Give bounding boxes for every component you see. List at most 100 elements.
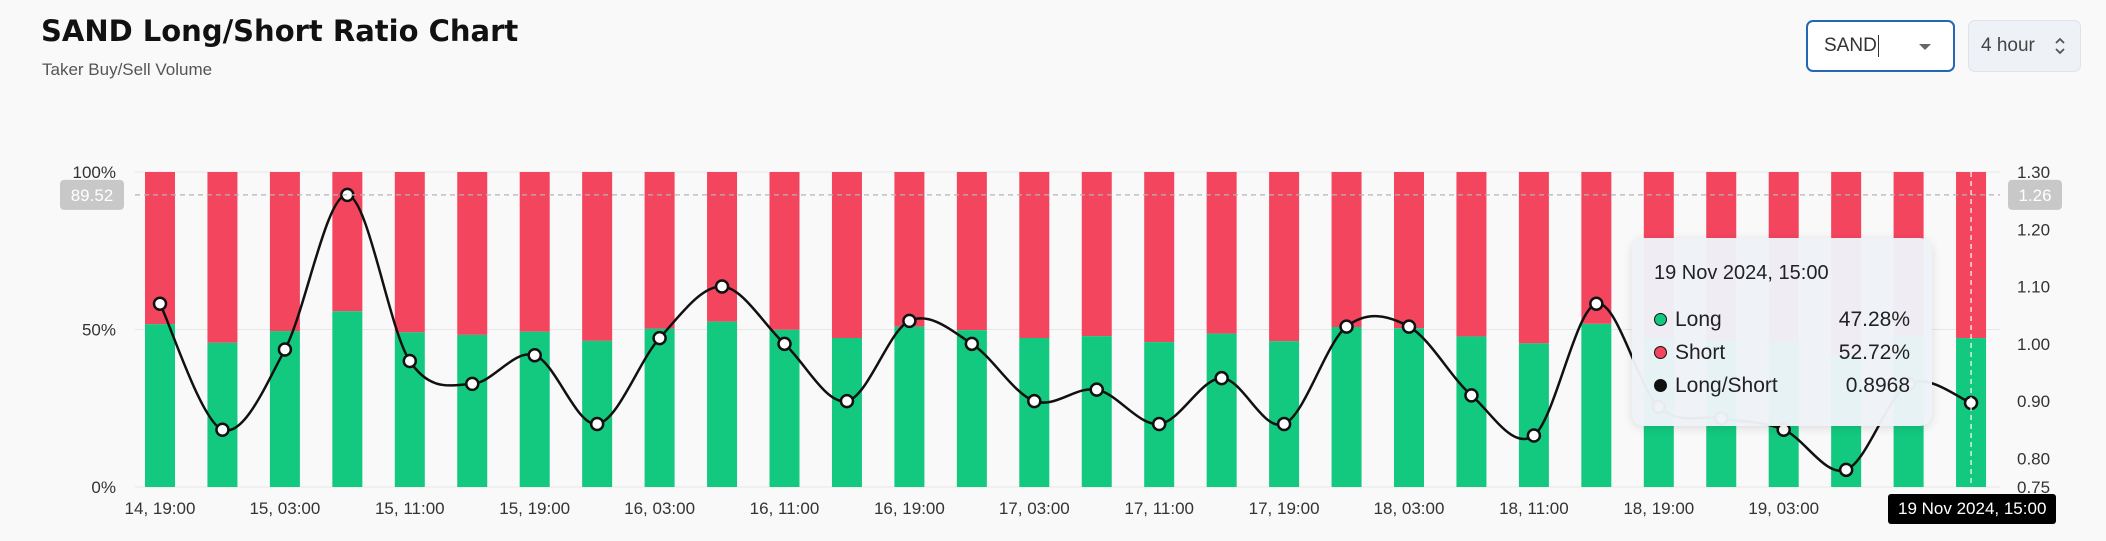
short-bar [519,172,550,332]
x-tick-label: 16, 03:00 [624,499,695,518]
long-bar [1456,336,1487,487]
interval-select[interactable]: 4 hour [1968,20,2081,72]
short-bar [769,172,800,330]
short-bar [1518,172,1549,344]
ratio-point [839,393,855,409]
short-bar [644,172,675,329]
ratio-point [1838,462,1854,478]
long-bar [831,338,862,487]
long-bar [1206,333,1237,487]
ratio-point [1276,416,1292,432]
short-bar [207,172,238,343]
short-bar [1144,172,1175,343]
tooltip-label: Long/Short [1675,373,1778,397]
x-tick-label: 18, 19:00 [1623,499,1694,518]
long-bar [1019,338,1050,487]
tooltip-value: 47.28% [1838,307,1910,331]
ratio-point [1526,428,1542,443]
ratio-point [1589,296,1604,311]
long-bar [269,331,300,487]
long-dot-icon [1654,313,1667,326]
chevron-up-down-icon [2055,37,2065,55]
x-tick-label: 15, 03:00 [249,499,320,518]
short-bar [1269,172,1300,342]
chevron-down-icon [1919,44,1931,50]
tooltip-label: Short [1675,340,1726,364]
ratio-point [1464,388,1479,403]
short-bar [707,172,738,322]
y-right-tick-label: 1.20 [2017,220,2050,239]
long-bar [894,326,925,487]
x-tick-label: 17, 19:00 [1249,499,1320,518]
ratio-point [652,330,667,346]
crosshair-time-badge: 19 Nov 2024, 15:00 [1888,494,2057,524]
crosshair-right-badge [2008,179,2062,210]
crosshair-left-value: 89.52 [71,186,114,205]
x-tick-label: 16, 11:00 [750,499,820,518]
long-bar [145,324,175,487]
x-tick-label: 15, 19:00 [499,499,570,518]
short-bar [1456,172,1487,337]
short-bar [956,172,987,331]
ratio-point [1151,416,1167,432]
ratio-dot-icon [1654,379,1667,392]
x-tick-label: 16, 19:00 [874,499,945,518]
long-bar [1581,323,1612,487]
short-bar [1394,172,1424,329]
ratio-point [277,342,293,357]
tooltip-row-short: Short 52.72% [1654,336,1910,369]
page-subtitle: Taker Buy/Sell Volume [42,60,213,79]
y-left-tick-label: 0% [91,478,116,497]
page-title: SAND Long/Short Ratio Chart [41,14,519,48]
x-tick-label: 18, 11:00 [1499,499,1569,518]
long-bar [1394,328,1424,487]
ratio-point [1401,319,1417,334]
short-bar [582,172,613,341]
interval-select-value: 4 hour [1981,35,2035,56]
ratio-point [1089,382,1104,397]
long-bar [1081,336,1112,487]
x-tick-label: 19, 03:00 [1748,499,1819,518]
x-tick-label: 14, 19:00 [125,499,196,518]
ratio-point [714,279,730,294]
tooltip-row-ratio: Long/Short 0.8968 [1654,369,1910,402]
coin-select[interactable]: SAND [1806,20,1955,72]
y-right-tick-label: 1.30 [2017,163,2050,182]
ratio-point [465,376,480,392]
ratio-point [1027,393,1042,409]
long-bar [707,321,738,487]
y-right-tick-label: 1.10 [2017,278,2050,297]
tooltip-value: 52.72% [1838,340,1910,364]
tooltip-date: 19 Nov 2024, 15:00 [1654,262,1829,284]
long-bar [956,330,987,487]
short-bar [1331,172,1362,327]
y-right-tick-label: 1.00 [2017,335,2050,354]
crosshair-left-badge [60,179,124,210]
y-left-tick-label: 50% [82,321,116,340]
crosshair-right-value: 1.26 [2018,186,2051,205]
short-bar [457,172,488,335]
short-dot-icon [1654,346,1667,359]
ratio-point [1339,319,1354,334]
tooltip-label: Long [1675,307,1722,331]
y-right-tick-label: 0.90 [2017,392,2050,411]
x-tick-label: 18, 03:00 [1374,499,1445,518]
short-bar [1081,172,1112,337]
ratio-point [215,422,230,437]
y-left-tick-label: 100% [73,163,116,182]
long-bar [332,311,363,487]
coin-select-value: SAND [1824,35,1877,56]
tooltip-row-long: Long 47.28% [1654,303,1910,336]
short-bar [894,172,925,327]
text-cursor [1877,35,1879,57]
long-bar [207,342,238,487]
x-tick-label: 17, 03:00 [999,499,1070,518]
ratio-point [902,313,917,329]
y-right-tick-label: 0.75 [2017,478,2050,497]
ratio-point [527,348,542,363]
long-bar [582,340,613,487]
x-tick-label: 17, 11:00 [1124,499,1194,518]
long-bar [1331,326,1362,487]
short-bar [394,172,425,333]
long-bar [457,334,488,487]
